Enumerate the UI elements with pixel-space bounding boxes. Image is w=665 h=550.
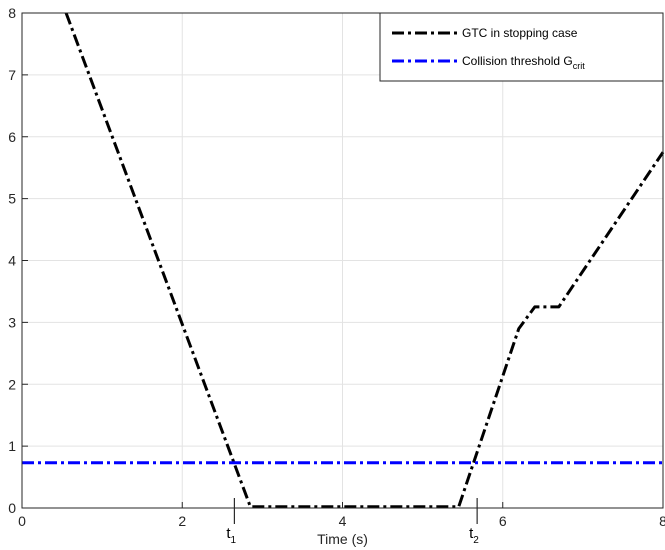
time-marker-label-1: t1 <box>226 525 236 546</box>
y-tick-label: 3 <box>8 314 16 330</box>
x-tick-label: 2 <box>178 513 186 529</box>
legend: GTC in stopping case Collision threshold … <box>379 12 664 82</box>
grid <box>21 12 664 509</box>
legend-box <box>379 12 664 82</box>
legend-label-2: Collision threshold Gcrit <box>462 54 585 71</box>
y-tick-label: 7 <box>8 67 16 83</box>
x-axis-label: Time (s) <box>317 531 368 547</box>
x-tick-label: 0 <box>18 513 26 529</box>
y-tick-label: 0 <box>8 500 16 516</box>
x-tick-label: 6 <box>499 513 507 529</box>
y-tick-label: 8 <box>8 5 16 21</box>
series-line-1 <box>64 12 665 509</box>
y-tick-label: 6 <box>8 129 16 145</box>
plot-area: t1 t2 <box>22 12 665 546</box>
y-tick-label: 4 <box>8 253 16 269</box>
legend-label-1: GTC in stopping case <box>462 26 578 40</box>
y-tick-label: 2 <box>8 376 16 392</box>
axes: 0 2 4 6 8 0 1 2 3 4 5 6 7 8 <box>8 5 665 529</box>
y-tick-label: 5 <box>8 191 16 207</box>
y-tick-label: 1 <box>8 438 16 454</box>
x-tick-label: 4 <box>339 513 347 529</box>
x-tick-label: 8 <box>659 513 665 529</box>
time-marker-label-2: t2 <box>469 525 479 546</box>
